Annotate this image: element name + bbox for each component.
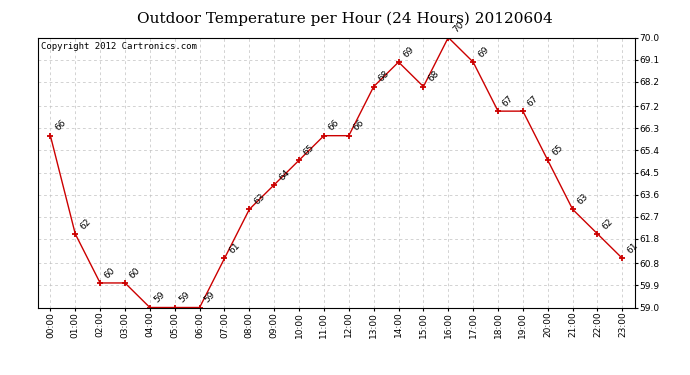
Text: 59: 59 — [152, 290, 167, 305]
Text: 64: 64 — [277, 168, 291, 182]
Text: 65: 65 — [551, 143, 565, 158]
Text: Copyright 2012 Cartronics.com: Copyright 2012 Cartronics.com — [41, 42, 197, 51]
Text: 66: 66 — [352, 118, 366, 133]
Text: 59: 59 — [177, 290, 192, 305]
Text: 65: 65 — [302, 143, 316, 158]
Text: 66: 66 — [53, 118, 68, 133]
Text: 69: 69 — [476, 45, 491, 59]
Text: 62: 62 — [600, 217, 615, 231]
Text: Outdoor Temperature per Hour (24 Hours) 20120604: Outdoor Temperature per Hour (24 Hours) … — [137, 11, 553, 26]
Text: 60: 60 — [103, 266, 117, 280]
Text: 61: 61 — [625, 241, 640, 256]
Text: 69: 69 — [402, 45, 416, 59]
Text: 68: 68 — [377, 69, 391, 84]
Text: 67: 67 — [526, 94, 540, 108]
Text: 63: 63 — [252, 192, 266, 207]
Text: 63: 63 — [575, 192, 590, 207]
Text: 59: 59 — [202, 290, 217, 305]
Text: 61: 61 — [227, 241, 242, 256]
Text: 67: 67 — [501, 94, 515, 108]
Text: 68: 68 — [426, 69, 441, 84]
Text: 66: 66 — [327, 118, 342, 133]
Text: 60: 60 — [128, 266, 142, 280]
Text: 62: 62 — [78, 217, 92, 231]
Text: 70: 70 — [451, 20, 466, 35]
